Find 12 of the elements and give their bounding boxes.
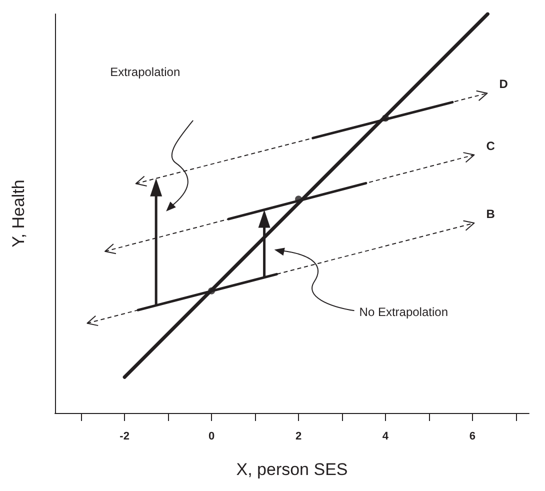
x-tick-label: 4 xyxy=(382,430,390,442)
annotation: Extrapolation xyxy=(110,65,180,80)
x-tick-label: 6 xyxy=(469,430,476,442)
x-tick-label: 0 xyxy=(208,430,215,442)
annotation: D xyxy=(499,77,508,92)
annotation: C xyxy=(486,138,495,153)
x-tick-label: 2 xyxy=(295,430,302,442)
x-axis-title: X, person SES xyxy=(236,460,348,479)
x-tick-label: -2 xyxy=(120,430,130,442)
y-axis-title: Y, Health xyxy=(9,180,28,248)
annotation: No Extrapolation xyxy=(359,304,448,319)
annotation: B xyxy=(486,207,495,222)
